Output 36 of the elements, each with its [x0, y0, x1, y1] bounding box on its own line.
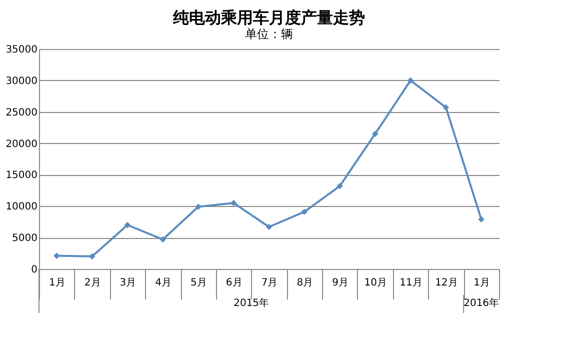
- x-tick-label: 5月: [190, 278, 207, 288]
- point: [478, 216, 484, 223]
- point: [407, 77, 414, 84]
- chart-title: 纯电动乘用车月度产量走势: [172, 8, 365, 27]
- x-tick-label: 8月: [296, 278, 314, 288]
- point: [160, 236, 166, 243]
- point: [372, 130, 378, 138]
- x-tick-label: 12月: [435, 278, 458, 288]
- point: [124, 222, 131, 228]
- x-tick-label: 2月: [84, 278, 101, 288]
- point: [336, 182, 343, 190]
- x-tick-label: 7月: [261, 278, 278, 288]
- y-tick-label: 35000: [6, 44, 38, 56]
- text: 2015年: [234, 297, 270, 309]
- x-tick-label: 6月: [226, 278, 242, 288]
- y-tick-label: 20000: [6, 138, 38, 150]
- text: 2016年: [464, 297, 500, 309]
- x-tick-label: 1月: [49, 278, 66, 288]
- point: [266, 224, 272, 230]
- x-tick-label: 3月: [120, 278, 136, 288]
- point: [230, 200, 237, 206]
- point: [88, 253, 96, 260]
- y-tick-label: 0: [31, 264, 38, 276]
- chart-subtitle: 单位：辆: [245, 27, 293, 41]
- y-tick-label: 15000: [6, 170, 38, 182]
- y-tick-label: 5000: [12, 233, 38, 244]
- y-tick-label: 25000: [6, 107, 38, 118]
- x-tick-label: 9月: [332, 278, 348, 288]
- point: [442, 104, 450, 111]
- x-tick-label: 10月: [364, 278, 388, 288]
- y-tick-label: 30000: [6, 76, 38, 87]
- point: [301, 208, 308, 215]
- x-tick-label: 1月: [474, 278, 490, 288]
- y-tick-label: 10000: [6, 202, 38, 213]
- x-tick-label: 4月: [155, 278, 172, 288]
- x-tick-label: 11月: [400, 278, 422, 288]
